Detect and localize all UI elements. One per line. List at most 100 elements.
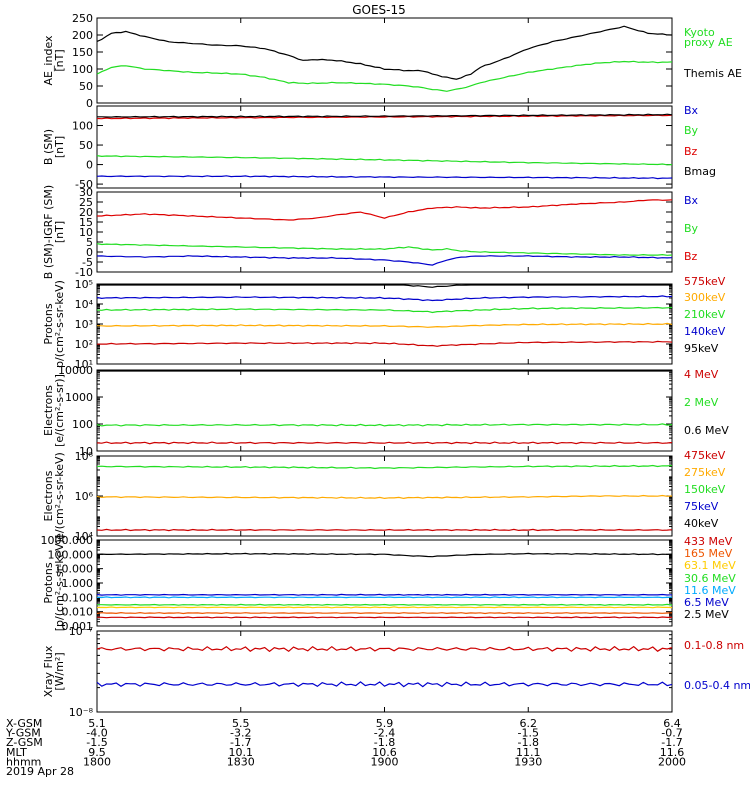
axis-column-value: 9.5: [88, 746, 106, 759]
legend-entry: By: [684, 222, 699, 235]
legend-entry: 300keV: [684, 291, 726, 304]
y-tick-label: 1000.000: [41, 534, 94, 547]
axis-column-value: -1.8: [518, 736, 539, 749]
series-line-2.5-mev: [96, 552, 673, 558]
series-line-150kev: [96, 464, 673, 470]
legend-entry: Bx: [684, 104, 699, 117]
legend-entry: 140keV: [684, 325, 726, 338]
y-tick-label: 10⁸: [75, 450, 94, 463]
y-tick-label: 100.000: [48, 548, 94, 561]
y-tick-label: 10²: [75, 338, 93, 351]
axis-column-value: -1.5: [518, 727, 539, 740]
panel-frame: [96, 283, 673, 365]
legend-entry: By: [684, 124, 699, 137]
y-tick-label: 0.010: [62, 606, 94, 619]
axis-column-value: -3.2: [230, 727, 251, 740]
series-line-by: [96, 155, 673, 166]
date-label: 2019 Apr 28: [6, 765, 74, 778]
axis-column-value: 10.1: [229, 746, 254, 759]
y-tick-label: 1000: [65, 391, 93, 404]
axis-column-value: 2000: [658, 755, 686, 768]
y-axis-label: e/(cm²-s-sr-keV): [53, 452, 66, 540]
legend-entry: proxy AE: [684, 36, 733, 49]
y-tick-label: 250: [72, 12, 93, 25]
y-tick-label: 10⁴: [75, 530, 94, 543]
y-tick-label: 15: [79, 216, 93, 229]
axis-column-value: -2.4: [374, 727, 395, 740]
axis-column-value: -1.8: [374, 736, 395, 749]
series-line-kyoto-proxy-ae: [96, 60, 673, 92]
legend-entry: Themis AE: [683, 67, 742, 80]
series-line-475kev: [96, 528, 673, 532]
panel-frame: [96, 369, 673, 452]
legend-entry: 575keV: [684, 275, 726, 288]
axis-column-value: 1800: [83, 755, 111, 768]
axis-column-value: 5.5: [232, 717, 250, 730]
series-line-95kev: [97, 284, 672, 288]
series-line-30.6-mev: [97, 603, 673, 606]
y-tick-label: 5: [86, 236, 93, 249]
legend-entry: 433 MeV: [684, 535, 733, 548]
axis-column-value: 5.1: [88, 717, 106, 730]
plot-title: GOES-15: [352, 3, 406, 17]
series-line-63.1-mev: [96, 606, 673, 609]
panel-frame: [96, 630, 673, 713]
series-line-140kev: [96, 295, 673, 302]
legend-entry: 150keV: [684, 483, 726, 496]
y-tick-label: 200: [72, 29, 93, 42]
y-axis-label: [nT]: [53, 221, 66, 243]
y-tick-label: 50: [79, 80, 93, 93]
axis-column-value: -1.5: [86, 736, 107, 749]
legend-entry: 2 MeV: [684, 396, 719, 409]
series-line-165-mev: [96, 611, 673, 615]
legend-entry: 11.6 MeV: [684, 584, 736, 597]
y-axis-label: [W/m²]: [53, 652, 66, 690]
y-tick-label: 0: [86, 97, 93, 110]
time-axis-block: X-GSMY-GSMZ-GSMMLThhmm5.1-4.0-1.59.51800…: [5, 717, 686, 768]
legend-entry: 0.6 MeV: [684, 424, 729, 437]
y-tick-label: 1.000: [62, 577, 94, 590]
legend-entry: 0.1-0.8 nm: [684, 639, 744, 652]
axis-column-value: -4.0: [86, 727, 107, 740]
y-tick-label: 100: [72, 418, 93, 431]
y-tick-label: 150: [72, 46, 93, 59]
axis-column-value: -1.7: [661, 736, 682, 749]
y-axis-label: p/(cm²-s-sr-keV): [53, 280, 66, 368]
legend-entry: 165 MeV: [684, 547, 733, 560]
axis-column-value: 1900: [371, 755, 399, 768]
axis-column-value: 1830: [227, 755, 255, 768]
y-axis-label: [p/(cm²-s-sr-keV)]: [53, 535, 66, 632]
series-line-575kev: [96, 340, 673, 347]
axis-column-value: 11.6: [660, 746, 685, 759]
series-line-bx: [96, 255, 673, 266]
series-line-0.05-0.4-nm: [96, 681, 673, 688]
y-axis-label: Electrons: [42, 385, 55, 436]
legend-entry: Bmag: [684, 165, 716, 178]
y-axis-label: [nT]: [53, 136, 66, 158]
y-axis-label: Electrons: [42, 470, 55, 521]
y-tick-label: 25: [79, 196, 93, 209]
series-line-300kev: [96, 322, 673, 328]
axis-row-label: X-GSM: [6, 717, 42, 730]
legend-entry: 95keV: [684, 342, 719, 355]
legend-entry: 40keV: [684, 517, 719, 530]
legend-entry: 0.05-0.4 nm: [684, 679, 750, 692]
y-tick-label: 0: [86, 246, 93, 259]
series-line-6.5-mev: [96, 593, 673, 596]
series-line-2-mev: [96, 423, 673, 427]
axis-column-value: 6.2: [520, 717, 538, 730]
legend-entry: 475keV: [684, 449, 726, 462]
y-tick-label: 0: [86, 159, 93, 172]
series-line-4-mev: [96, 441, 673, 445]
series-line-bmag: [97, 113, 673, 118]
y-tick-label: 50: [79, 139, 93, 152]
axis-row-label: MLT: [6, 746, 27, 759]
legend-entry: 2.5 MeV: [684, 608, 729, 621]
